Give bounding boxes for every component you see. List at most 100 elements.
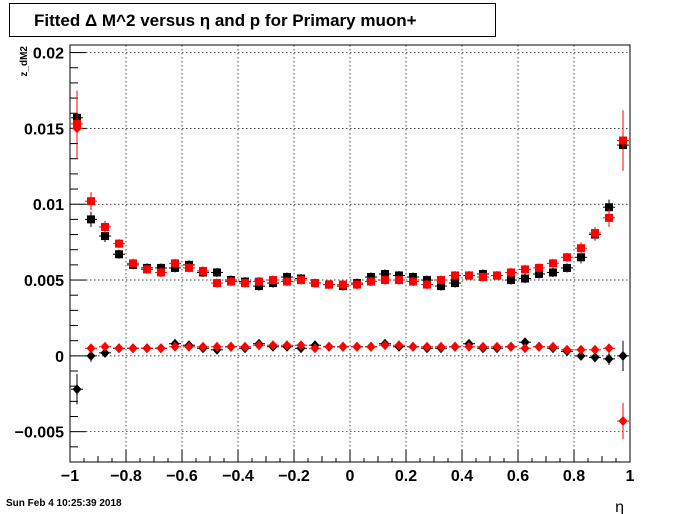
data-point-square bbox=[507, 268, 515, 277]
data-point-square bbox=[619, 136, 627, 145]
data-point-square bbox=[493, 271, 501, 280]
data-point-square bbox=[353, 280, 361, 289]
data-point-square bbox=[241, 279, 249, 288]
data-point-square bbox=[563, 253, 571, 262]
data-point-square bbox=[591, 229, 599, 238]
data-point-square bbox=[199, 266, 207, 275]
data-point-square bbox=[409, 277, 417, 286]
data-point-square bbox=[255, 277, 263, 286]
data-point-square bbox=[213, 268, 221, 277]
data-point-diamond bbox=[590, 344, 600, 355]
y-tick-label: 0.015 bbox=[24, 121, 64, 138]
data-point-diamond bbox=[548, 341, 558, 352]
data-point-square bbox=[605, 213, 613, 222]
x-tick-label: −0.4 bbox=[222, 468, 254, 485]
data-point-diamond bbox=[436, 341, 446, 352]
data-point-diamond bbox=[72, 123, 82, 134]
data-point-square bbox=[465, 271, 473, 280]
data-point-diamond bbox=[492, 341, 502, 352]
data-point-diamond bbox=[478, 341, 488, 352]
data-point-square bbox=[451, 279, 459, 288]
x-tick-label: 0.4 bbox=[451, 468, 473, 485]
data-point-diamond bbox=[562, 344, 572, 355]
data-point-square bbox=[507, 276, 515, 285]
data-point-square bbox=[129, 259, 137, 268]
data-point-square bbox=[381, 276, 389, 285]
data-point-square bbox=[451, 271, 459, 280]
data-point-diamond bbox=[310, 343, 320, 354]
chart-title: Fitted Δ M^2 versus η and p for Primary … bbox=[34, 11, 417, 30]
data-point-square bbox=[437, 276, 445, 285]
data-point-square bbox=[213, 279, 221, 288]
data-point-diamond bbox=[408, 341, 418, 352]
data-point-diamond bbox=[226, 341, 236, 352]
x-tick-label: −0.2 bbox=[278, 468, 310, 485]
grid bbox=[70, 45, 630, 462]
data-point-square bbox=[549, 268, 557, 277]
data-points bbox=[71, 90, 629, 440]
data-point-diamond bbox=[198, 341, 208, 352]
data-point-diamond bbox=[590, 352, 600, 363]
data-point-diamond bbox=[128, 343, 138, 354]
x-tick-label: −0.8 bbox=[110, 468, 142, 485]
data-point-square bbox=[87, 197, 95, 206]
data-point-diamond bbox=[534, 341, 544, 352]
data-point-square bbox=[563, 263, 571, 272]
data-point-square bbox=[143, 265, 151, 274]
data-point-square bbox=[115, 250, 123, 259]
data-point-square bbox=[367, 277, 375, 286]
data-point-diamond bbox=[254, 340, 264, 351]
data-point-diamond bbox=[100, 347, 110, 358]
data-point-diamond bbox=[520, 343, 530, 354]
data-point-diamond bbox=[520, 337, 530, 348]
x-tick-label: −0.6 bbox=[166, 468, 198, 485]
data-point-square bbox=[535, 263, 543, 272]
data-point-square bbox=[227, 277, 235, 286]
data-point-diamond bbox=[618, 350, 628, 361]
timestamp: Sun Feb 4 10:25:39 2018 bbox=[6, 498, 122, 509]
data-point-square bbox=[283, 277, 291, 286]
data-point-diamond bbox=[366, 341, 376, 352]
data-point-diamond bbox=[156, 343, 166, 354]
data-point-square bbox=[479, 273, 487, 282]
y-tick-label: 0.005 bbox=[24, 273, 64, 290]
data-point-diamond bbox=[464, 341, 474, 352]
data-point-square bbox=[115, 239, 123, 248]
data-point-square bbox=[549, 259, 557, 268]
y-tick-label: −0.005 bbox=[15, 425, 64, 442]
axes: −1 −0.8 −0.6 −0.4 −0.2 0 0.2 0.4 0.6 0.8 1 −0.005 0 0… bbox=[15, 46, 635, 485]
data-point-square bbox=[185, 263, 193, 272]
x-tick-label: 0 bbox=[346, 468, 355, 485]
x-tick-label: 0.6 bbox=[507, 468, 529, 485]
data-point-diamond bbox=[506, 341, 516, 352]
data-point-square bbox=[395, 276, 403, 285]
data-point-square bbox=[577, 244, 585, 253]
data-point-diamond bbox=[338, 341, 348, 352]
data-point-square bbox=[577, 253, 585, 262]
data-point-diamond bbox=[576, 344, 586, 355]
data-point-diamond bbox=[86, 350, 96, 361]
data-point-diamond bbox=[422, 341, 432, 352]
y-axis-label: z_dM2 bbox=[19, 46, 30, 77]
data-point-diamond bbox=[114, 343, 124, 354]
data-point-square bbox=[101, 232, 109, 241]
data-point-diamond bbox=[604, 343, 614, 354]
data-point-diamond bbox=[170, 341, 180, 352]
data-point-diamond bbox=[576, 350, 586, 361]
data-point-square bbox=[269, 276, 277, 285]
data-point-diamond bbox=[296, 340, 306, 351]
data-point-square bbox=[297, 276, 305, 285]
x-tick-label: 1 bbox=[626, 468, 635, 485]
data-point-diamond bbox=[324, 341, 334, 352]
data-point-square bbox=[535, 269, 543, 278]
data-point-square bbox=[171, 259, 179, 268]
data-point-diamond bbox=[184, 341, 194, 352]
data-point-diamond bbox=[72, 384, 82, 395]
data-point-diamond bbox=[86, 343, 96, 354]
data-point-square bbox=[521, 274, 529, 283]
data-point-square bbox=[157, 268, 165, 277]
data-point-diamond bbox=[142, 343, 152, 354]
data-point-square bbox=[423, 280, 431, 289]
data-point-diamond bbox=[212, 341, 222, 352]
